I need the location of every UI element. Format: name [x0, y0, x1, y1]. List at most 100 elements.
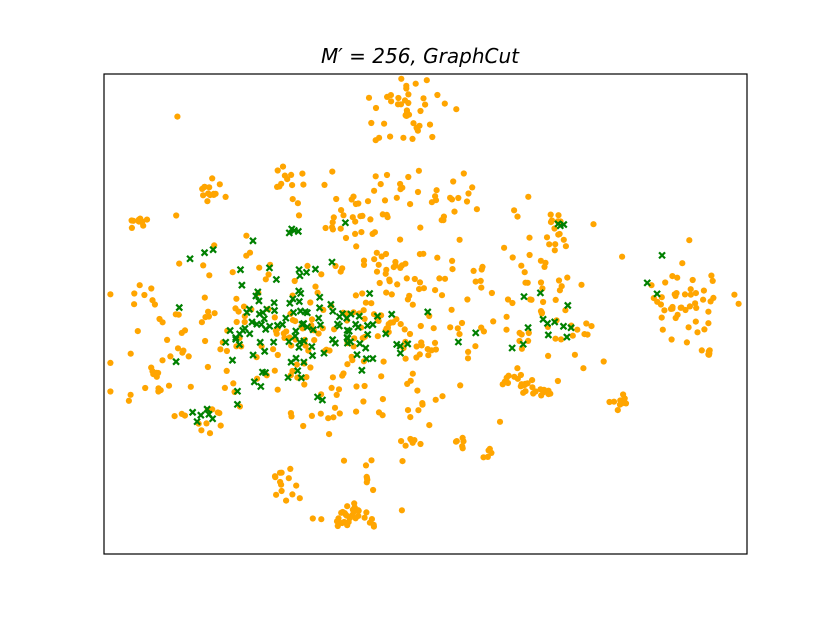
point-orange [522, 279, 529, 286]
point-orange [330, 214, 337, 221]
point-orange [148, 285, 155, 292]
point-orange [142, 384, 149, 392]
point-green-x [256, 338, 264, 347]
point-orange [165, 382, 173, 389]
point-orange [243, 252, 250, 259]
point-orange [674, 274, 681, 281]
point-orange [472, 278, 479, 285]
point-orange [432, 287, 439, 294]
point-orange [381, 197, 389, 204]
point-orange [289, 196, 296, 203]
point-orange [404, 407, 412, 414]
point-orange [486, 445, 493, 452]
point-green-x [172, 357, 180, 366]
point-green-x [329, 307, 337, 316]
point-orange [243, 232, 250, 239]
point-orange [430, 325, 437, 332]
point-orange [200, 262, 207, 269]
point-orange [331, 326, 338, 333]
point-green-x [313, 393, 322, 401]
point-orange [353, 408, 360, 415]
point-orange [329, 219, 336, 226]
point-orange [378, 373, 385, 380]
point-orange [558, 336, 565, 343]
point-orange [355, 200, 362, 207]
chart-title: M′ = 256, GraphCut [321, 44, 520, 68]
point-orange [372, 104, 380, 112]
point-green-x [471, 329, 480, 337]
point-orange [661, 307, 668, 314]
point-orange [465, 190, 472, 197]
point-orange [262, 276, 269, 283]
point-orange [429, 133, 436, 141]
point-orange [558, 283, 565, 290]
point-orange [460, 170, 467, 177]
point-orange [181, 412, 188, 419]
point-orange [683, 339, 691, 346]
point-orange [409, 370, 416, 377]
point-orange [283, 328, 290, 335]
point-orange [529, 377, 536, 384]
point-green-x [353, 350, 361, 359]
point-orange [287, 465, 294, 472]
point-orange [700, 287, 708, 294]
point-orange [708, 272, 715, 279]
point-orange [477, 277, 484, 284]
point-orange [540, 298, 547, 306]
point-orange [300, 181, 307, 188]
point-orange [537, 279, 545, 286]
point-orange [393, 316, 400, 323]
point-green-x [233, 400, 242, 409]
point-orange [175, 311, 182, 318]
point-orange [546, 241, 553, 248]
point-orange [392, 262, 399, 269]
point-orange [136, 282, 143, 289]
point-green-x [289, 308, 298, 317]
point-orange [478, 266, 485, 273]
point-orange [376, 134, 383, 141]
point-orange [503, 326, 510, 333]
point-orange [687, 286, 694, 293]
point-green-x [318, 396, 327, 404]
point-orange [426, 121, 434, 128]
point-orange [529, 384, 536, 391]
point-orange [423, 77, 430, 84]
point-orange [401, 97, 409, 104]
point-orange [174, 345, 182, 352]
point-orange [291, 277, 298, 285]
point-orange [308, 412, 315, 419]
point-orange [325, 415, 332, 422]
point-orange [278, 487, 285, 495]
point-orange [368, 457, 375, 464]
point-orange [155, 369, 162, 377]
point-orange [395, 94, 402, 102]
point-green-x [335, 313, 344, 321]
point-green-x [373, 312, 382, 320]
point-orange [379, 396, 386, 403]
point-orange [538, 310, 545, 317]
point-orange [230, 380, 237, 387]
point-green-x [643, 279, 652, 287]
point-orange [373, 249, 380, 256]
point-green-x [320, 349, 328, 357]
point-orange [705, 348, 712, 355]
point-orange [274, 183, 281, 190]
point-orange [648, 282, 655, 289]
point-orange [334, 522, 341, 530]
point-orange [432, 396, 439, 403]
data-points [107, 75, 742, 530]
point-orange [125, 397, 132, 404]
point-orange [407, 414, 414, 421]
point-orange [453, 106, 460, 113]
point-orange [331, 404, 339, 411]
point-orange [360, 398, 367, 405]
point-orange [545, 352, 552, 359]
point-orange [178, 329, 185, 336]
point-green-x [396, 349, 405, 357]
point-orange [409, 135, 416, 142]
point-orange [469, 184, 476, 191]
point-green-x [249, 237, 257, 245]
point-green-x [519, 340, 528, 349]
point-orange [371, 187, 378, 194]
point-green-x [564, 301, 572, 310]
